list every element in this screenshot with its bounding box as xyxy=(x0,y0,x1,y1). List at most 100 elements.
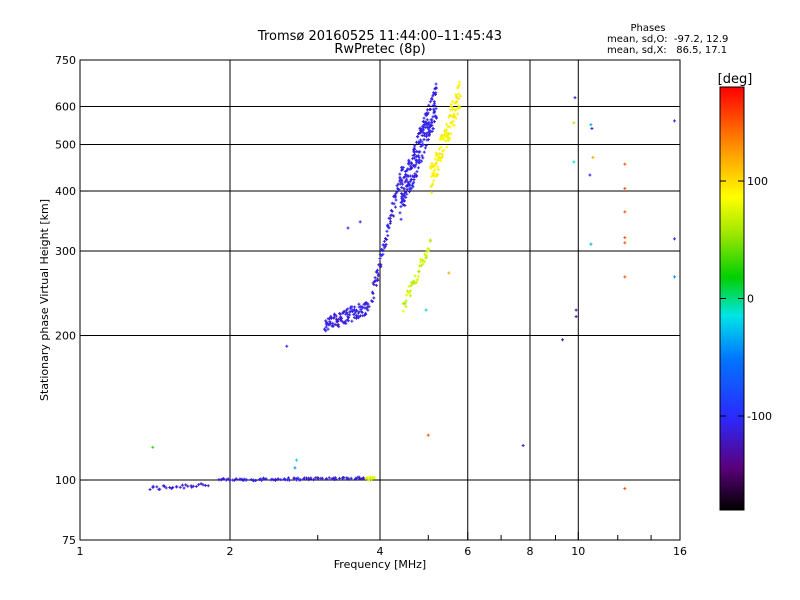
trace-point xyxy=(228,478,232,482)
phase-colorbar: [deg] 100 0 -100 xyxy=(718,72,772,511)
trace-point xyxy=(434,91,438,95)
trace-point xyxy=(451,119,455,123)
trace-point xyxy=(456,84,460,88)
trace-point xyxy=(455,95,459,99)
trace-point xyxy=(428,239,432,243)
trace-point xyxy=(347,316,351,320)
trace-point xyxy=(401,309,405,313)
trace-point xyxy=(366,308,370,312)
scatter-point xyxy=(673,275,677,279)
trace-point xyxy=(417,155,421,159)
scatter-point xyxy=(151,445,155,449)
trace-point xyxy=(422,150,426,154)
trace-point xyxy=(178,485,182,489)
trace-point xyxy=(429,184,433,188)
x-tick-label: 1 xyxy=(77,545,84,558)
trace-point xyxy=(436,172,440,176)
trace-point xyxy=(376,277,380,281)
trace-point xyxy=(383,244,387,248)
trace-point xyxy=(348,313,352,317)
phases-x-line: mean, sd,X: 86.5, 17.1 xyxy=(607,45,727,56)
trace-point xyxy=(418,161,422,165)
scatter-point xyxy=(623,162,627,166)
trace-point xyxy=(371,299,375,303)
trace-point xyxy=(407,291,411,295)
trace-point xyxy=(373,276,377,280)
trace-point xyxy=(364,300,368,304)
trace-point xyxy=(346,307,350,311)
phases-heading: Phases xyxy=(630,23,665,34)
scatter-point xyxy=(293,466,297,470)
trace-point xyxy=(386,234,390,238)
trace-point xyxy=(334,314,338,318)
trace-point xyxy=(375,268,379,272)
trace-point xyxy=(432,120,436,124)
trace-point xyxy=(191,484,195,488)
trace-point xyxy=(158,487,162,491)
trace-point xyxy=(326,327,330,331)
x-tick-label: 16 xyxy=(673,545,687,558)
trace-point xyxy=(328,320,332,324)
scatter-point xyxy=(424,308,428,312)
trace-point xyxy=(405,169,409,173)
trace-point xyxy=(367,478,371,482)
scatter-point xyxy=(295,458,299,462)
trace-point xyxy=(409,187,413,191)
trace-point xyxy=(430,96,434,100)
trace-point xyxy=(341,476,345,480)
y-axis-label: Stationary phase Virtual Height [km] xyxy=(38,199,51,401)
trace-point xyxy=(332,316,336,320)
trace-point xyxy=(199,482,203,486)
trace-point xyxy=(419,257,423,261)
trace-point xyxy=(234,477,238,481)
trace-point xyxy=(390,209,394,213)
trace-point xyxy=(382,243,386,247)
colorbar-ticks: 100 0 -100 xyxy=(720,175,772,423)
trace-point xyxy=(182,486,186,490)
trace-point xyxy=(442,135,446,139)
x-tick-label: 2 xyxy=(227,545,234,558)
trace-point xyxy=(403,203,407,207)
trace-point xyxy=(458,80,462,84)
trace-point xyxy=(331,321,335,325)
trace-point xyxy=(206,484,210,488)
trace-point xyxy=(435,152,439,156)
y-tick-label: 200 xyxy=(55,330,76,343)
trace-point xyxy=(373,476,377,480)
trace-point xyxy=(409,281,413,285)
scatter-point xyxy=(573,96,577,100)
trace-point xyxy=(434,82,438,86)
trace-point xyxy=(411,157,415,161)
trace-point xyxy=(418,158,422,162)
trace-point xyxy=(285,478,289,482)
scatter-point xyxy=(561,338,565,342)
trace-point xyxy=(400,185,404,189)
trace-point xyxy=(422,116,426,120)
trace-point xyxy=(414,154,418,158)
trace-point xyxy=(197,483,201,487)
trace-point xyxy=(420,140,424,144)
trace-point xyxy=(344,319,348,323)
trace-point xyxy=(388,221,392,225)
trace-point xyxy=(338,312,342,316)
trace-point xyxy=(444,139,448,143)
trace-point xyxy=(415,134,419,138)
trace-point xyxy=(171,485,175,489)
trace-point xyxy=(401,203,405,207)
scatter-point xyxy=(591,155,595,159)
trace-point xyxy=(376,274,380,278)
trace-point xyxy=(370,290,374,294)
y-axis-ticks: 75 100 200 300 400 500 600 750 xyxy=(55,54,88,547)
trace-point xyxy=(400,200,404,204)
trace-point xyxy=(336,323,340,327)
trace-point xyxy=(360,305,364,309)
trace-point xyxy=(393,205,397,209)
trace-point xyxy=(413,274,417,278)
trace-point xyxy=(434,86,438,90)
trace-point xyxy=(155,485,159,489)
trace-point xyxy=(449,121,453,125)
chart-subtitle: RwPretec (8p) xyxy=(334,42,425,57)
trace-point xyxy=(425,254,429,258)
trace-point xyxy=(420,159,424,163)
trace-point xyxy=(372,283,376,287)
